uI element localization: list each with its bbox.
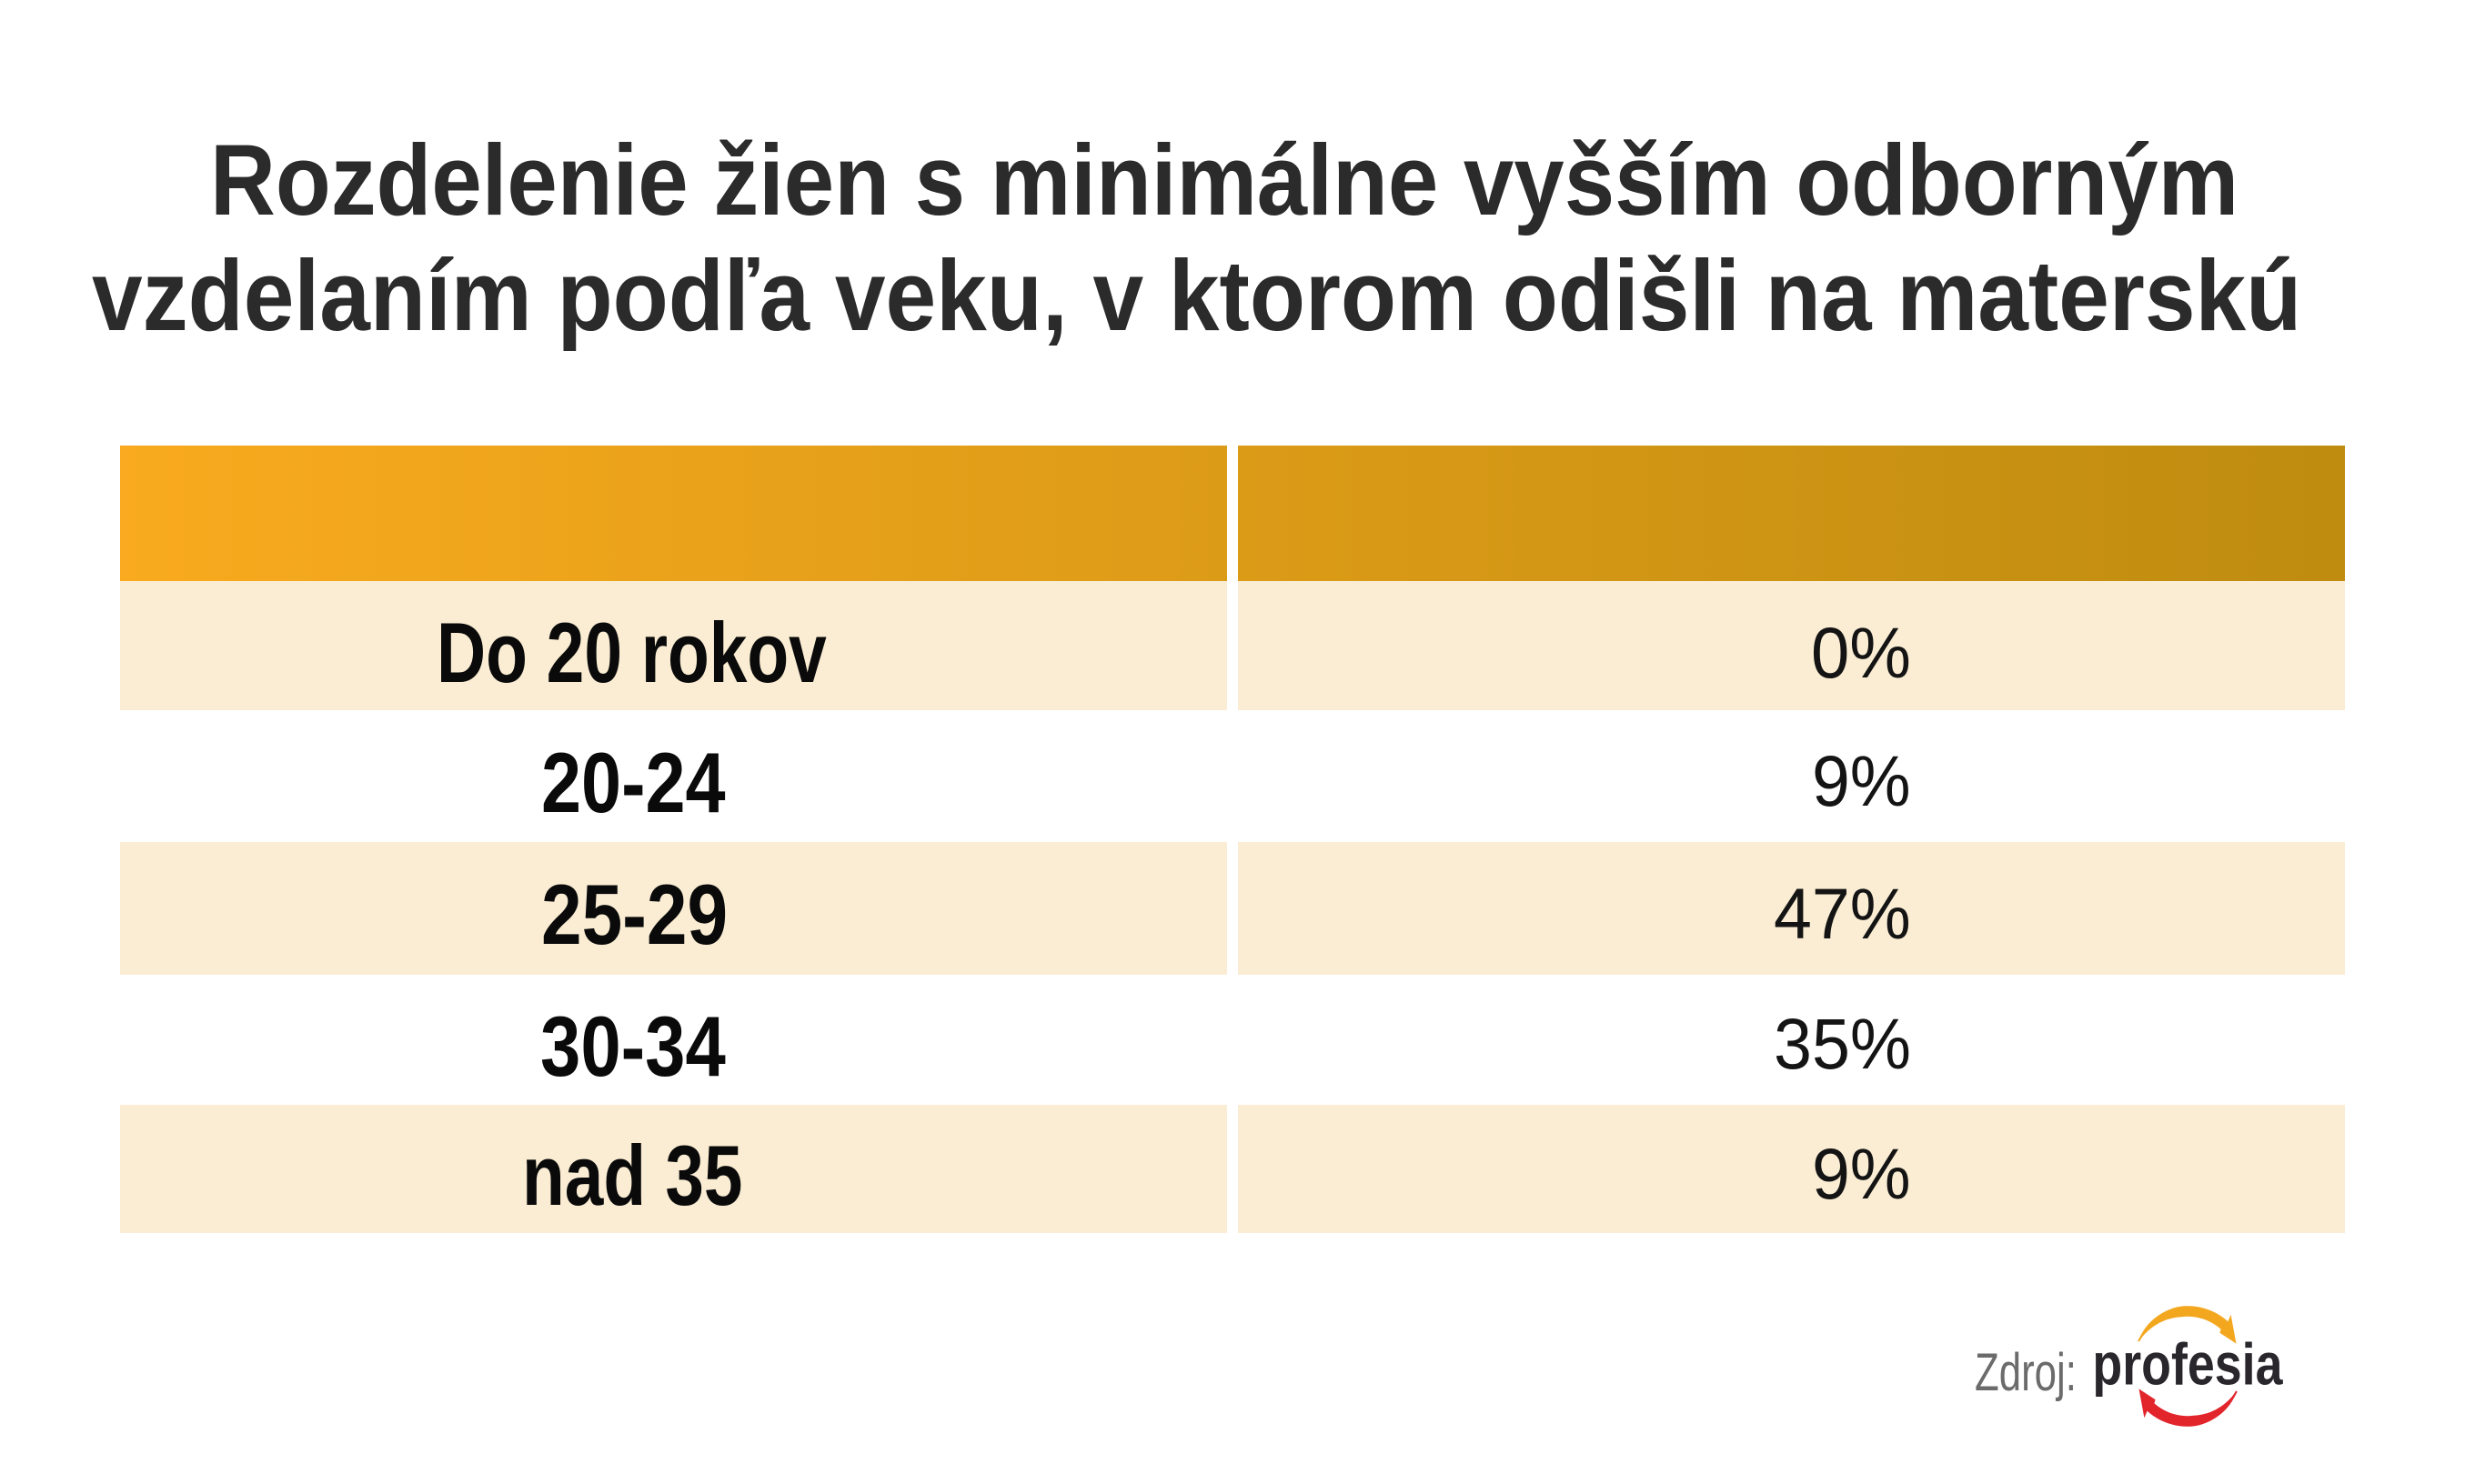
svg-text:profesia: profesia bbox=[2092, 1331, 2283, 1398]
